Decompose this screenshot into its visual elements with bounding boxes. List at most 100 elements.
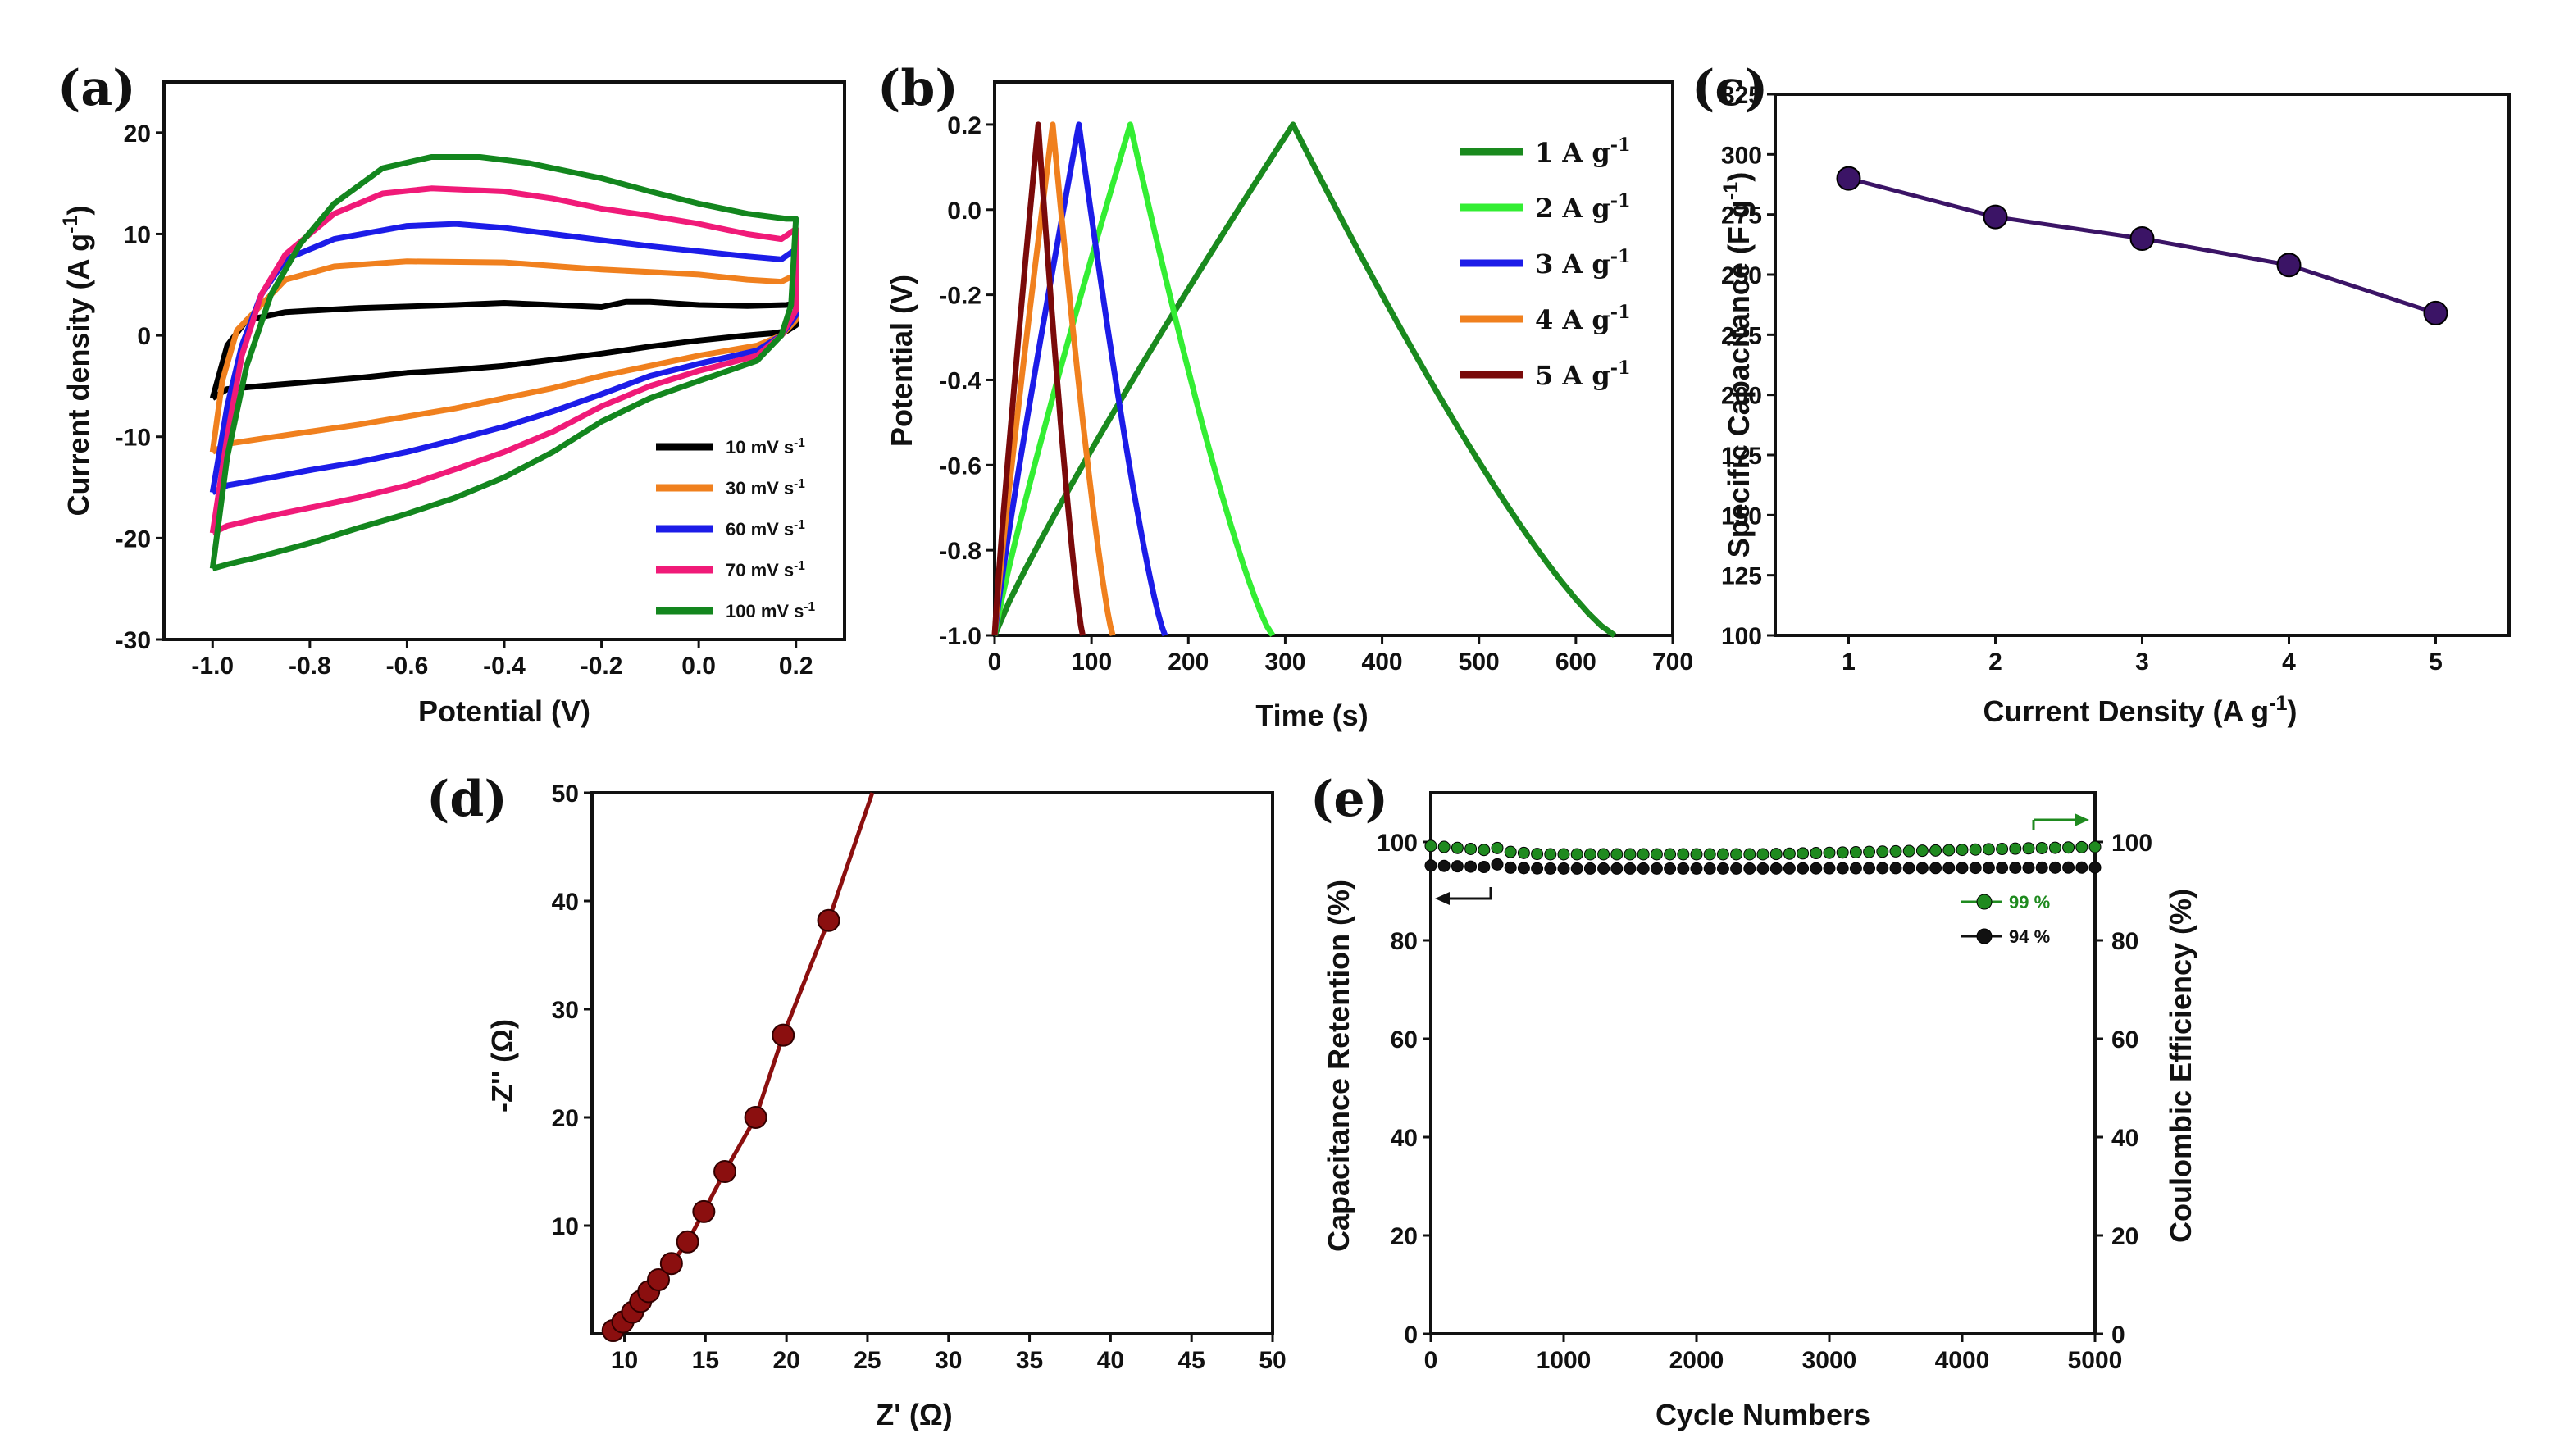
panel-label-e: (e)	[1310, 771, 1388, 828]
cycle-point-retention	[1730, 862, 1743, 875]
cycle-point-efficiency	[2022, 842, 2035, 855]
y-axis-title: Specific Capacitance (F g-1)	[1719, 172, 1756, 558]
cycle-point-efficiency	[1504, 845, 1517, 858]
gcd-curve-4	[991, 121, 1116, 636]
cycle-point-efficiency	[1902, 844, 1915, 858]
capacitance-point	[2276, 253, 2302, 278]
y-tick-label: -20	[116, 526, 151, 553]
x-tick-label: 30	[935, 1347, 962, 1374]
cycle-point-efficiency	[1451, 841, 1464, 854]
panel-label-b: (b)	[877, 60, 959, 117]
cycle-point-efficiency	[1863, 845, 1876, 858]
x-tick-label: 15	[692, 1347, 719, 1374]
x-tick-label: -0.4	[483, 653, 526, 680]
x-axis-title: Potential (V)	[418, 694, 590, 728]
cycle-point-retention	[1969, 862, 1982, 875]
cycle-point-efficiency	[1730, 848, 1743, 861]
x-axis-title: Cycle Numbers	[1656, 1398, 1870, 1431]
x-tick-label: 45	[1178, 1347, 1205, 1374]
x-tick-label: 25	[854, 1347, 881, 1374]
cycle-point-efficiency	[1464, 842, 1478, 855]
cycle-point-retention	[1557, 862, 1570, 875]
gcd-curve-5	[991, 121, 1086, 636]
y-tick-label: 20	[1391, 1223, 1418, 1250]
cycle-point-retention	[1876, 862, 1889, 875]
cycle-point-efficiency	[2088, 840, 2102, 853]
cycle-point-efficiency	[1583, 848, 1596, 861]
cycle-point-retention	[2048, 861, 2061, 874]
cycle-point-retention	[1769, 862, 1783, 875]
y-tick-label: 100	[1377, 830, 1418, 857]
cycle-point-efficiency	[1743, 848, 1756, 861]
legend-label: 99 %	[2009, 892, 2050, 912]
x-tick-label: 1	[1842, 648, 1856, 676]
y-tick-label: -1.0	[939, 623, 981, 650]
cycle-point-retention	[2035, 861, 2048, 874]
cycle-point-efficiency	[1637, 848, 1650, 861]
legend-label: 4 A g-1	[1535, 302, 1631, 335]
nyquist-point	[659, 1252, 683, 1276]
cycle-point-efficiency	[1570, 848, 1583, 861]
x-tick-label: 1000	[1537, 1347, 1592, 1374]
legend-label: 100 mV s-1	[726, 600, 816, 622]
cycle-point-efficiency	[2035, 841, 2048, 854]
cycle-point-retention	[1982, 862, 1995, 875]
cycle-point-efficiency	[1876, 845, 1889, 858]
x-axis-title: Current Density (A g-1)	[1983, 692, 2297, 728]
x-tick-label: -0.2	[581, 653, 623, 680]
cycle-point-efficiency	[1624, 848, 1637, 861]
x-axis-title: Time (s)	[1255, 698, 1368, 732]
y-tick-label: -0.6	[939, 453, 981, 480]
left-axis-arrow	[1445, 887, 1492, 900]
x-tick-label: 500	[1459, 648, 1500, 676]
x-tick-label: 2	[1988, 648, 2002, 676]
cycle-point-retention	[1849, 862, 1862, 875]
cycle-point-retention	[1889, 862, 1902, 875]
y-tick-label: -0.4	[939, 367, 981, 394]
cycle-point-efficiency	[1664, 848, 1677, 861]
y2-tick-label: 40	[2111, 1125, 2138, 1152]
cycle-point-efficiency	[1610, 848, 1624, 861]
x-tick-label: 0.2	[779, 653, 813, 680]
cycle-point-retention	[1610, 862, 1624, 875]
cycle-point-retention	[2022, 861, 2035, 874]
y-tick-label: 150	[1721, 503, 1762, 530]
panel-label-a: (a)	[57, 60, 136, 117]
cycle-point-efficiency	[1716, 848, 1729, 861]
y-tick-label: 225	[1721, 322, 1762, 349]
plot-frame	[1774, 93, 2511, 637]
y-tick-label: 20	[124, 121, 151, 148]
y2-tick-label: 100	[2111, 830, 2152, 857]
y-tick-label: 175	[1721, 443, 1762, 470]
cycle-point-retention	[1756, 862, 1769, 875]
y-axis-title: -Z'' (Ω)	[485, 1019, 519, 1112]
y-tick-label: 40	[1391, 1125, 1418, 1152]
x-tick-label: -0.8	[289, 653, 331, 680]
y2-axis-title: Coulombic Efficiency (%)	[2164, 889, 2197, 1243]
cycle-point-retention	[1504, 861, 1517, 874]
cycle-point-efficiency	[1677, 848, 1690, 861]
cycle-point-retention	[1929, 862, 1942, 875]
y-tick-label: 10	[124, 221, 151, 248]
left-axis-arrowhead	[1435, 892, 1450, 905]
cycle-point-retention	[1823, 862, 1836, 875]
x-tick-label: 4	[2282, 648, 2296, 676]
cycle-point-retention	[1517, 862, 1530, 875]
nyquist-point	[713, 1160, 737, 1183]
legend-marker	[1976, 928, 1993, 944]
panel-label-c: (c)	[1692, 60, 1768, 117]
cycle-point-efficiency	[1969, 843, 1982, 856]
cycle-point-efficiency	[1942, 844, 1956, 857]
y-tick-label: -30	[116, 627, 151, 654]
y-tick-label: 325	[1721, 82, 1762, 109]
cycle-point-efficiency	[2048, 841, 2061, 854]
panel-label-d: (d)	[426, 771, 508, 828]
cycle-point-retention	[1797, 862, 1810, 875]
cycle-point-retention	[1836, 862, 1849, 875]
legend-label: 1 A g-1	[1535, 134, 1631, 168]
cycle-point-efficiency	[1437, 840, 1451, 853]
cycle-point-retention	[1783, 862, 1796, 875]
x-tick-label: 0	[988, 648, 1002, 676]
cycle-point-retention	[1478, 861, 1491, 874]
